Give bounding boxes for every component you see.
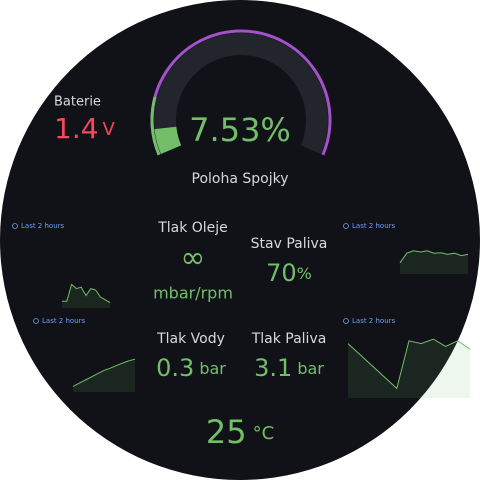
stat-label: Stav Paliva	[251, 236, 328, 252]
battery-value: 1.4 V	[54, 112, 116, 145]
gauge-label: Poloha Spojky	[192, 171, 289, 187]
stat-value: ∞	[181, 241, 206, 276]
threshold-ring	[150, 96, 161, 156]
sparkline	[62, 283, 111, 304]
panel-time-range: Last 2 hours	[42, 317, 86, 325]
value: 25	[206, 413, 247, 451]
value: 0.3	[156, 354, 194, 382]
sparkline	[399, 250, 469, 264]
stat-value: 0.3 bar	[156, 354, 226, 382]
unit: bar	[297, 359, 324, 378]
sparkline	[347, 338, 471, 390]
temperature: 25 °C	[206, 413, 274, 451]
panel-time-range: Last 2 hours	[21, 222, 65, 230]
sparkline-area	[400, 250, 468, 274]
unit: V	[103, 119, 116, 140]
battery-label: Baterie	[54, 95, 101, 110]
panel-time-range: Last 2 hours	[352, 317, 396, 325]
unit: °C	[253, 423, 275, 444]
sparkline-area	[348, 339, 470, 398]
gauge-fill	[154, 126, 182, 154]
value: 1.4	[54, 112, 99, 145]
gauge	[150, 29, 332, 156]
sparkline	[72, 358, 136, 387]
stat-value: 70%	[266, 259, 312, 287]
stat-unit: mbar/rpm	[153, 284, 233, 303]
panel-time-range: Last 2 hours	[352, 222, 396, 230]
sparkline-area	[73, 359, 135, 392]
stat-label: Tlak Oleje	[157, 220, 228, 236]
stat-value: 3.1 bar	[254, 354, 324, 382]
clock-icon	[33, 318, 39, 324]
gauge-track	[154, 33, 328, 154]
unit: bar	[199, 359, 226, 378]
gauge-value: 7.53%	[189, 111, 291, 149]
clock-icon	[343, 318, 349, 324]
value: 70	[266, 259, 297, 287]
unit: %	[260, 111, 290, 149]
stat-label: Tlak Vody	[156, 331, 225, 347]
value: 7.53	[189, 111, 260, 149]
stat-label: Tlak Paliva	[251, 331, 327, 347]
unit: %	[297, 264, 312, 283]
clock-icon	[12, 223, 18, 229]
clock-icon	[343, 223, 349, 229]
value: 3.1	[254, 354, 292, 382]
